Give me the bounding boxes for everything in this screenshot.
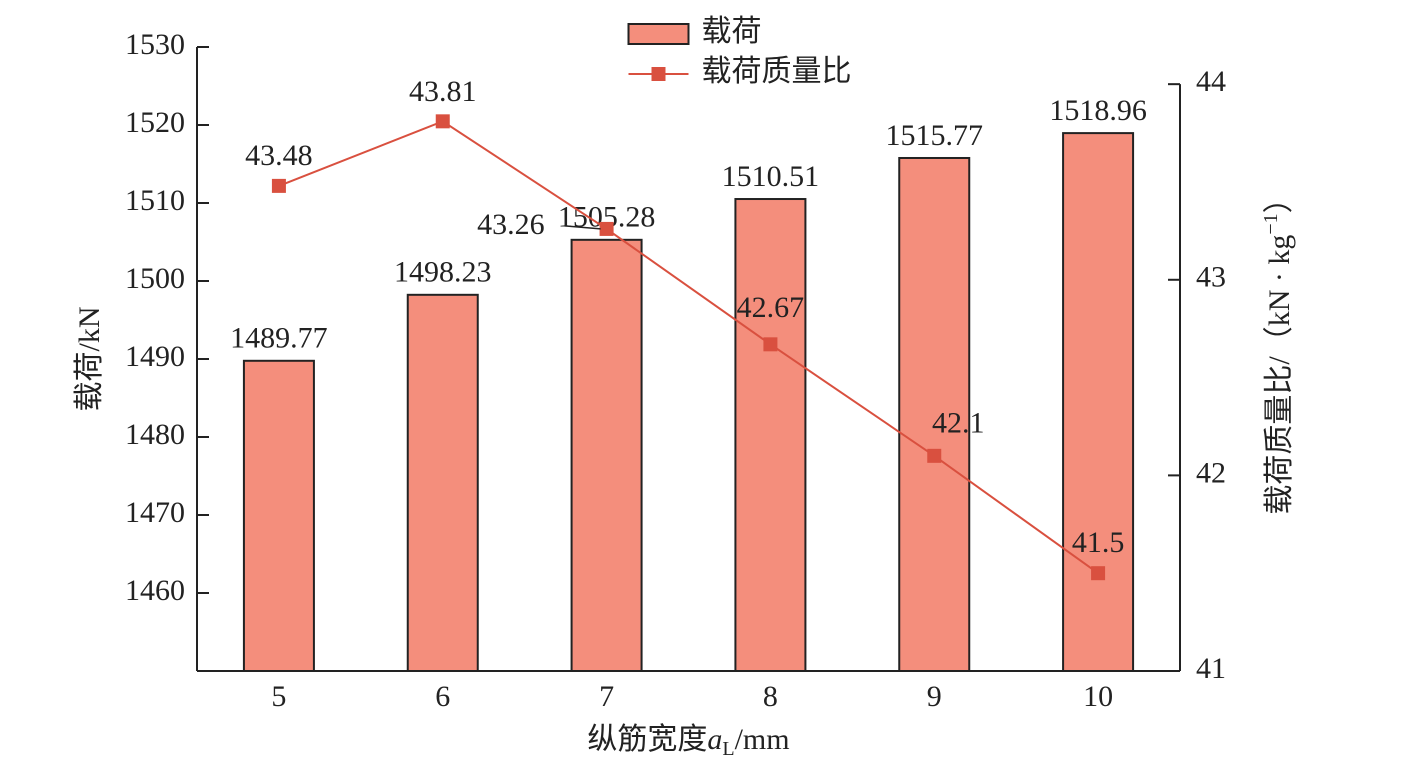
legend-swatch [627, 23, 690, 45]
y-tick-label: 1490 [125, 340, 185, 373]
y-tick-label: 1480 [125, 418, 185, 451]
bar-value-label: 1489.77 [230, 322, 328, 355]
line-value-label: 42.1 [932, 407, 985, 440]
x-tick-label: 6 [435, 680, 450, 713]
line-value-label: 43.26 [477, 208, 545, 241]
line-value-label: 43.48 [245, 139, 313, 172]
line-marker [763, 337, 778, 352]
bar [898, 156, 971, 672]
x-tick-label: 8 [763, 680, 778, 713]
bar [570, 238, 643, 672]
y2-label-main: 载荷质量比/（kN · kg [1263, 235, 1296, 515]
x-tick-label: 7 [599, 680, 614, 713]
y-tick-label: 1470 [125, 496, 185, 529]
line-value-label: 43.81 [409, 75, 477, 108]
y-tick-label: 1520 [125, 106, 185, 139]
line-value-label: 42.67 [737, 291, 805, 324]
y-tick-label: 1510 [125, 184, 185, 217]
x-axis-label: 纵筋宽度aL/mm [587, 723, 789, 760]
bar [406, 293, 479, 672]
line [278, 120, 1099, 575]
line-value-label: 41.5 [1072, 526, 1125, 559]
y2-tick-label: 44 [1196, 65, 1226, 98]
line-marker [599, 221, 614, 236]
y2-label-sup: −1 [1260, 213, 1282, 234]
line-marker [927, 448, 942, 463]
bar-value-label: 1515.77 [886, 119, 984, 152]
y-tick-label: 1530 [125, 28, 185, 61]
legend-marker [651, 67, 666, 81]
y2-tick-label: 42 [1196, 456, 1226, 489]
y-tick-label: 1460 [125, 574, 185, 607]
line-marker [1091, 566, 1106, 581]
bar-value-label: 1498.23 [394, 256, 492, 289]
x-label-var: a [707, 723, 722, 756]
line-marker [435, 114, 450, 129]
y-tick-label: 1500 [125, 262, 185, 295]
bar-value-label: 1510.51 [722, 160, 820, 193]
y2-tick-label: 41 [1196, 652, 1226, 685]
bar [1062, 132, 1135, 672]
y2-axis-label: 载荷质量比/（kN · kg−1） [1260, 183, 1296, 514]
y-axis-label: 载荷/kN [73, 307, 106, 412]
y2-tick-label: 43 [1196, 261, 1226, 294]
bar [242, 359, 315, 672]
line-marker [271, 178, 286, 193]
bar [734, 198, 807, 672]
x-tick-label: 9 [927, 680, 942, 713]
x-label-sub: L [722, 738, 734, 760]
bar-value-label: 1518.96 [1049, 94, 1147, 127]
x-label-main: 纵筋宽度 [587, 723, 707, 756]
legend-label: 载荷 [702, 15, 762, 48]
x-label-end: /mm [735, 723, 790, 756]
leader-line [564, 225, 601, 230]
y2-label-end: ） [1263, 183, 1296, 213]
legend-label: 载荷质量比 [702, 55, 852, 88]
x-tick-label: 10 [1083, 680, 1113, 713]
x-tick-label: 5 [271, 680, 286, 713]
